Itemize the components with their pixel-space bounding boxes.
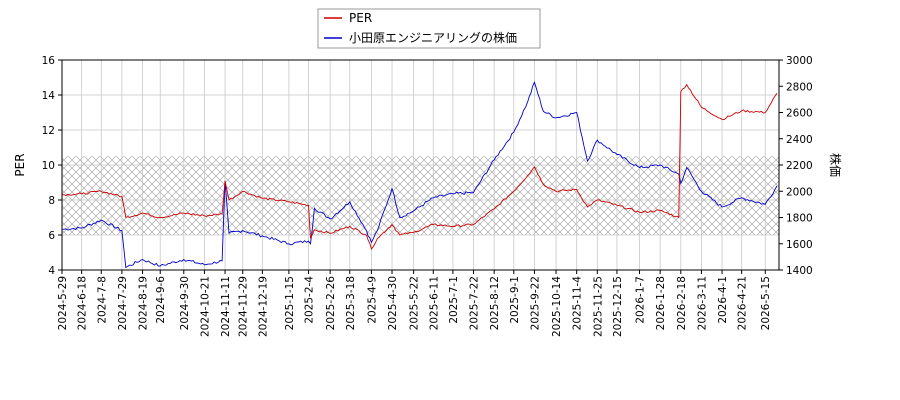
y-right-tick-label: 3000 bbox=[786, 55, 813, 67]
x-tick-label: 2024-11-29 bbox=[238, 276, 250, 337]
legend: PER 小田原エンジニアリングの株価 bbox=[317, 8, 541, 49]
x-tick-label: 2024-8-19 bbox=[138, 276, 150, 330]
y-right-tick-label: 2600 bbox=[786, 108, 813, 120]
x-tick-label: 2026-3-11 bbox=[696, 276, 708, 330]
y-axis-right-label: 株価 bbox=[828, 153, 843, 177]
x-tick-label: 2025-7-1 bbox=[448, 276, 460, 324]
x-tick-label: 2026-4-1 bbox=[717, 276, 729, 324]
series-group bbox=[62, 81, 778, 269]
x-tick-label: 2025-9-22 bbox=[529, 276, 541, 330]
y-right-tick-label: 2800 bbox=[786, 81, 813, 93]
x-tick-label: 2025-6-11 bbox=[428, 276, 440, 330]
x-tick-label: 2025-9-1 bbox=[509, 276, 521, 324]
y-right-tick-label: 1800 bbox=[786, 213, 813, 225]
plot-area bbox=[61, 59, 780, 271]
x-tick-label: 2024-12-19 bbox=[257, 276, 269, 337]
x-tick-label: 2024-6-18 bbox=[77, 276, 89, 330]
y-left-tick-label: 16 bbox=[42, 55, 56, 67]
y-right-tick-label: 2200 bbox=[786, 160, 813, 172]
x-tick-label: 2025-11-4 bbox=[572, 276, 584, 331]
x-tick-label: 2025-2-4 bbox=[304, 276, 316, 324]
y-axis-left-label: PER bbox=[13, 153, 27, 176]
y-right-tick-label: 2400 bbox=[786, 134, 813, 146]
x-tick-label: 2025-4-30 bbox=[387, 276, 399, 330]
y-left-tick-label: 8 bbox=[48, 195, 55, 207]
x-tick-label: 2026-1-28 bbox=[655, 276, 667, 330]
x-tick-label: 2025-1-15 bbox=[284, 276, 296, 330]
y-left-tick-label: 10 bbox=[42, 160, 55, 172]
x-tick-label: 2024-9-6 bbox=[155, 276, 167, 324]
x-tick-label: 2024-11-11 bbox=[220, 276, 232, 337]
x-tick-label: 2025-11-25 bbox=[592, 276, 604, 337]
x-tick-label: 2026-1-7 bbox=[635, 276, 647, 324]
x-tick-label: 2025-12-15 bbox=[612, 276, 624, 337]
series-line-per bbox=[62, 83, 778, 250]
legend-label-per: PER bbox=[349, 11, 372, 25]
x-tick-label: 2025-8-12 bbox=[489, 276, 501, 330]
x-tick-label: 2024-9-30 bbox=[179, 276, 191, 330]
series-line-price bbox=[62, 81, 778, 269]
y-right-tick-label: 1600 bbox=[786, 239, 813, 251]
x-axis: 2024-5-29 2024-6-18 2024-7-8 2024-7-29 2024-… bbox=[57, 270, 772, 337]
x-tick-label: 2025-2-26 bbox=[325, 276, 337, 331]
x-tick-label: 2024-5-29 bbox=[57, 276, 69, 330]
y-left-tick-label: 12 bbox=[42, 125, 55, 137]
legend-label-price: 小田原エンジニアリングの株価 bbox=[349, 30, 517, 45]
x-tick-label: 2026-2-18 bbox=[676, 276, 688, 330]
y-left-tick-label: 4 bbox=[48, 265, 55, 277]
x-tick-label: 2024-10-21 bbox=[199, 276, 211, 337]
y-right-tick-label: 1400 bbox=[786, 265, 813, 277]
y-axis-left: 4 6 8 10 12 14 16 bbox=[42, 55, 62, 277]
x-tick-label: 2026-4-21 bbox=[737, 276, 749, 330]
y-right-tick-label: 2000 bbox=[786, 186, 813, 198]
x-tick-label: 2026-5-15 bbox=[760, 276, 772, 330]
per-band bbox=[62, 156, 779, 235]
y-axis-right: 1400 1600 1800 2000 2200 2400 2600 2800 3000 bbox=[779, 55, 813, 277]
x-tick-label: 2025-5-22 bbox=[409, 276, 421, 330]
y-left-tick-label: 14 bbox=[42, 90, 56, 102]
x-tick-label: 2025-4-9 bbox=[366, 276, 378, 324]
x-tick-label: 2025-3-18 bbox=[345, 276, 357, 330]
x-tick-label: 2025-10-14 bbox=[551, 276, 563, 337]
x-tick-label: 2025-7-22 bbox=[469, 276, 481, 330]
x-tick-label: 2024-7-8 bbox=[96, 276, 108, 324]
x-tick-label: 2024-7-29 bbox=[117, 276, 129, 330]
legend-box bbox=[317, 8, 541, 49]
y-left-tick-label: 6 bbox=[48, 230, 55, 242]
